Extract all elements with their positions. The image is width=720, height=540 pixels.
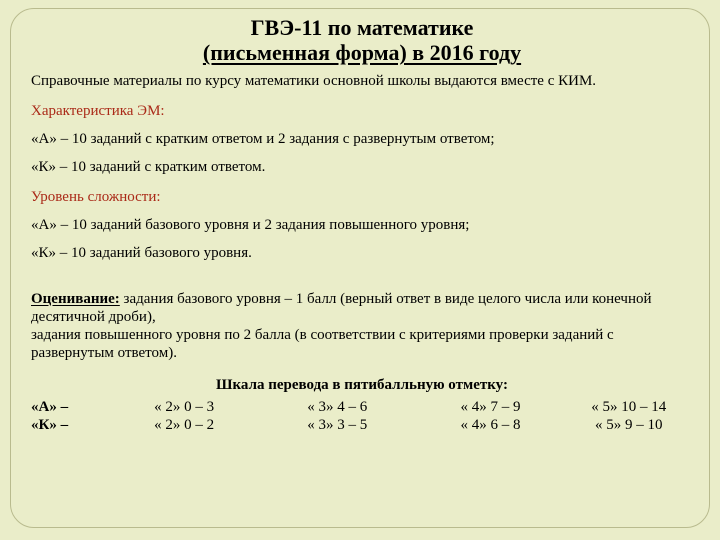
scale-col-4: « 4» 7 – 9 « 4» 6 – 8 <box>416 398 564 436</box>
characteristics-a: «А» – 10 заданий с кратким ответом и 2 з… <box>31 130 693 148</box>
scale-cell: « 2» 0 – 2 <box>110 416 258 435</box>
scoring-block: Оценивание: задания базового уровня – 1 … <box>31 272 693 362</box>
scale-cell: « 2» 0 – 3 <box>110 398 258 417</box>
slide-title: ГВЭ-11 по математике (письменная форма) … <box>31 15 693 66</box>
scale-cell: « 4» 6 – 8 <box>416 416 564 435</box>
section-characteristics-head: Характеристика ЭМ: <box>31 102 693 120</box>
scale-title: Шкала перевода в пятибалльную отметку: <box>31 376 693 394</box>
title-line2: (письменная форма) в 2016 году <box>203 40 521 65</box>
scale-cell: « 3» 3 – 5 <box>258 416 416 435</box>
scale-col-3: « 3» 4 – 6 « 3» 3 – 5 <box>258 398 416 436</box>
scale-row-label: «А» – <box>31 398 110 417</box>
scale-col-5: « 5» 10 – 14 « 5» 9 – 10 <box>565 398 693 436</box>
scale-col-2: « 2» 0 – 3 « 2» 0 – 2 <box>110 398 258 436</box>
scale-cell: « 3» 4 – 6 <box>258 398 416 417</box>
scale-cell: « 5» 10 – 14 <box>565 398 693 417</box>
scale-cell: « 4» 7 – 9 <box>416 398 564 417</box>
characteristics-k: «К» – 10 заданий с кратким ответом. <box>31 158 693 176</box>
difficulty-a: «А» – 10 заданий базового уровня и 2 зад… <box>31 216 693 234</box>
scale-col-labels: «А» – «К» – <box>31 398 110 436</box>
difficulty-k: «К» – 10 заданий базового уровня. <box>31 244 693 262</box>
scale-cell: « 5» 9 – 10 <box>565 416 693 435</box>
scale-table: «А» – «К» – « 2» 0 – 3 « 2» 0 – 2 « 3» 4… <box>31 398 693 436</box>
reference-text: Справочные материалы по курсу математики… <box>57 72 693 90</box>
scale-row-label: «К» – <box>31 416 110 435</box>
section-difficulty-head: Уровень сложности: <box>31 188 693 206</box>
scoring-label: Оценивание: <box>31 291 120 307</box>
title-line1: ГВЭ-11 по математике <box>251 15 474 40</box>
slide-card: ГВЭ-11 по математике (письменная форма) … <box>10 8 710 528</box>
scoring-body: задания базового уровня – 1 балл (верный… <box>31 291 652 361</box>
